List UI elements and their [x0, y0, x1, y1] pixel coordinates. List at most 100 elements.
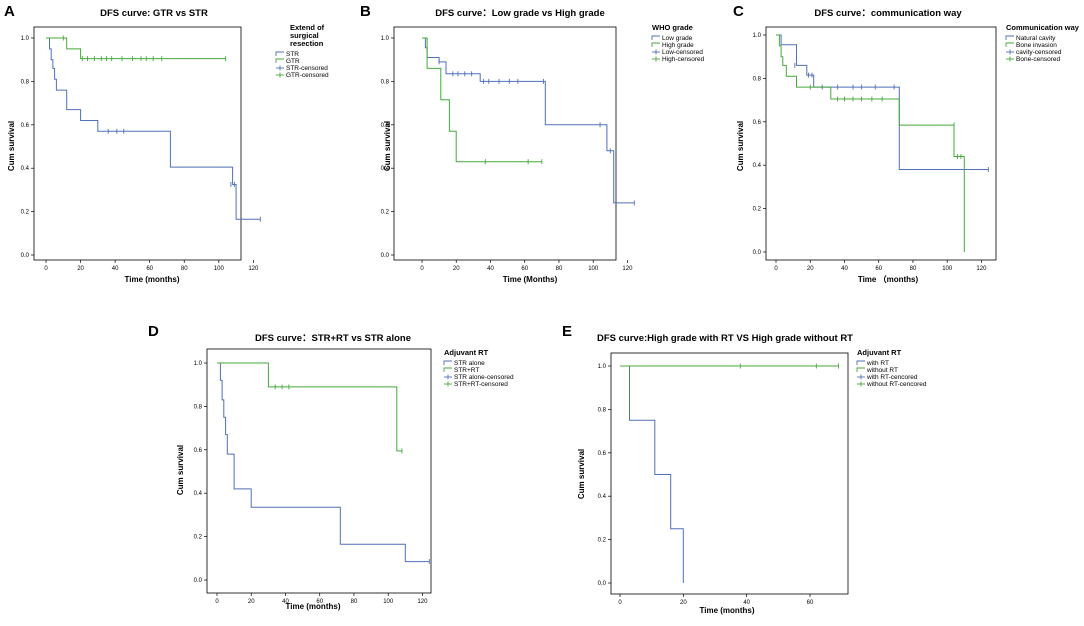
y-tick-label: 0.8: [21, 79, 30, 85]
x-tick-label: 120: [248, 266, 259, 272]
chart-title: DFS curve：Low grade vs High grade: [435, 8, 604, 19]
x-tick-label: 60: [521, 266, 528, 272]
chart-title: DFS curve：communication way: [814, 8, 962, 19]
y-axis-label: Cum survival: [176, 445, 185, 495]
series-line-green: [217, 362, 402, 452]
x-tick-label: 40: [112, 266, 119, 272]
x-tick-label: 100: [942, 266, 953, 272]
plot-frame: [206, 348, 432, 594]
legend-title: Adjuvant RT: [857, 348, 902, 357]
legend-entry: cavity-censored: [1016, 49, 1062, 56]
x-tick-label: 20: [453, 266, 460, 272]
legend-entry: STR: [286, 51, 299, 58]
x-tick-label: 40: [282, 599, 289, 605]
legend-entry: with RT-cencored: [866, 374, 918, 381]
y-axis-label: Cum survival: [7, 121, 16, 171]
x-tick-label: 20: [807, 266, 814, 272]
series-line-blue: [776, 34, 989, 170]
panel-letter: D: [148, 323, 159, 340]
y-axis-label: Cum survival: [736, 121, 745, 171]
y-tick-label: 0.6: [381, 123, 390, 129]
panel-d: D DFS curve：STR+RT vs STR alone Time (mont…: [148, 323, 514, 611]
series-line-green: [422, 37, 542, 163]
legend-title: Communication way: [1006, 23, 1080, 32]
legend-entry: STR-censored: [286, 65, 328, 72]
x-tick-label: 60: [807, 600, 814, 606]
legend-key: [275, 51, 284, 56]
legend-entry: Bone invasion: [1016, 42, 1057, 49]
x-axis-label: Time (months): [286, 602, 341, 611]
series-line-blue: [422, 37, 635, 204]
y-tick-label: 0.6: [753, 120, 762, 126]
x-tick-label: 60: [875, 266, 882, 272]
chart-title: DFS curve: GTR vs STR: [100, 8, 208, 19]
plot-frame: [393, 26, 617, 261]
plot-frame: [765, 26, 997, 261]
legend-entry: High-censored: [662, 56, 705, 63]
legend-entry: STR+RT: [454, 367, 479, 374]
legend-entry: STR alone-censored: [454, 374, 514, 381]
y-tick-label: 0.0: [753, 250, 762, 256]
panel-a: A DFS curve: GTR vs STR Time (months) Cum s…: [4, 3, 329, 284]
legend-entry: STR+RT-censored: [454, 381, 508, 388]
y-tick-label: 0.0: [21, 253, 30, 259]
panel-e: E DFS curve:High grade with RT VS High gr…: [562, 323, 927, 615]
y-axis-label: Cum survival: [383, 121, 392, 171]
x-axis-label: Time （months): [858, 274, 919, 284]
y-tick-label: 0.4: [753, 163, 762, 169]
y-axis-label: Cum survival: [577, 449, 586, 499]
legend-entry: GTR: [286, 58, 300, 65]
x-axis-label: Time (Months): [503, 275, 558, 284]
x-tick-label: 0: [44, 266, 48, 272]
legend-entry: Bone-censored: [1016, 56, 1060, 63]
y-tick-label: 0.8: [753, 76, 762, 82]
y-tick-label: 0.4: [598, 494, 607, 500]
x-tick-label: 0: [215, 599, 219, 605]
legend-title: resection: [290, 39, 324, 48]
y-tick-label: 0.6: [194, 448, 203, 454]
x-tick-label: 80: [351, 599, 358, 605]
y-tick-label: 0.4: [194, 491, 203, 497]
legend-key: [856, 367, 865, 372]
y-tick-label: 0.2: [21, 210, 30, 216]
y-tick-label: 0.8: [381, 79, 390, 85]
legend-key: [443, 360, 452, 365]
legend-entry: STR alone: [454, 360, 485, 367]
series-line-blue: [46, 37, 261, 220]
y-tick-label: 0.8: [598, 407, 607, 413]
legend-title: Adjuvant RT: [444, 348, 489, 357]
y-tick-label: 0.4: [381, 166, 390, 172]
x-tick-label: 80: [556, 266, 563, 272]
x-tick-label: 0: [774, 266, 778, 272]
x-tick-label: 40: [743, 600, 750, 606]
x-axis-label: Time (months): [700, 606, 755, 615]
legend-entry: Low-censored: [662, 49, 703, 56]
x-tick-label: 120: [417, 599, 428, 605]
legend-key: [651, 35, 660, 40]
x-tick-label: 100: [588, 266, 599, 272]
legend-title: surgical: [290, 31, 319, 40]
x-tick-label: 60: [316, 599, 323, 605]
x-tick-label: 40: [841, 266, 848, 272]
panel-letter: B: [360, 3, 371, 20]
panel-letter: E: [562, 323, 572, 340]
series-line-blue: [620, 365, 684, 583]
x-tick-label: 100: [383, 599, 394, 605]
x-tick-label: 20: [680, 600, 687, 606]
x-tick-label: 20: [248, 599, 255, 605]
panel-b: B DFS curve：Low grade vs High grade Time (…: [360, 3, 705, 284]
series-line-green: [776, 34, 965, 252]
y-tick-label: 0.6: [598, 451, 607, 457]
y-tick-label: 1.0: [753, 33, 762, 39]
x-tick-label: 80: [910, 266, 917, 272]
legend-entry: without RT: [866, 367, 898, 374]
x-tick-label: 120: [976, 266, 987, 272]
legend-entry: Low grade: [662, 35, 693, 42]
y-tick-label: 0.4: [21, 166, 30, 172]
panel-letter: C: [733, 3, 744, 20]
y-tick-label: 0.2: [753, 207, 762, 213]
y-tick-label: 0.2: [598, 538, 607, 544]
y-tick-label: 0.8: [194, 404, 203, 410]
y-tick-label: 1.0: [21, 36, 30, 42]
legend-key: [443, 367, 452, 372]
